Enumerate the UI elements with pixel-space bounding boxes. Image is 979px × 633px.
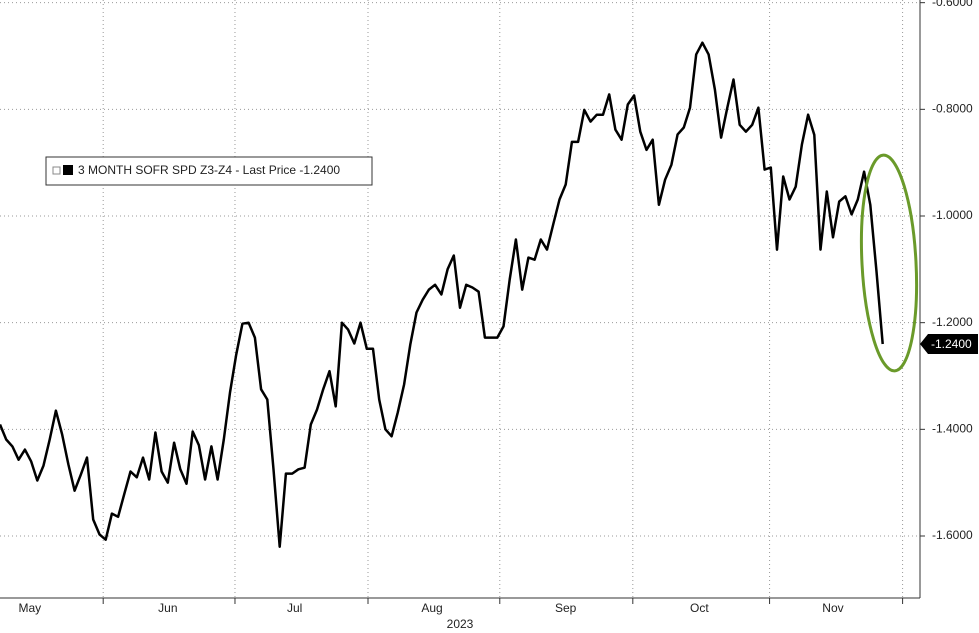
x-tick-label: Aug [421, 601, 442, 615]
y-tick-label: -0.8000 [932, 102, 973, 116]
x-axis-title: 2023 [447, 617, 474, 631]
y-tick-label: -1.2000 [932, 315, 973, 329]
x-tick-label: Jul [287, 601, 302, 615]
y-tick-label: -1.6000 [932, 528, 973, 542]
legend-swatch [63, 165, 73, 175]
legend: 3 MONTH SOFR SPD Z3-Z4 - Last Price -1.2… [45, 156, 373, 186]
highlight-ellipse [859, 153, 919, 373]
y-tick-label: -1.4000 [932, 422, 973, 436]
last-price-label: -1.2400 [931, 337, 972, 351]
x-tick-label: Sep [555, 601, 577, 615]
x-tick-label: May [19, 601, 42, 615]
y-tick-label: -0.6000 [932, 0, 973, 9]
legend-label: 3 MONTH SOFR SPD Z3-Z4 - Last Price -1.2… [78, 163, 340, 177]
last-price-tag [920, 334, 978, 354]
x-tick-label: Oct [690, 601, 709, 615]
legend-toggle [52, 166, 61, 175]
series-line [0, 41, 884, 548]
x-tick-label: Nov [822, 601, 843, 615]
x-tick-label: Jun [158, 601, 177, 615]
legend-box [45, 156, 373, 186]
y-tick-label: -1.0000 [932, 208, 973, 222]
